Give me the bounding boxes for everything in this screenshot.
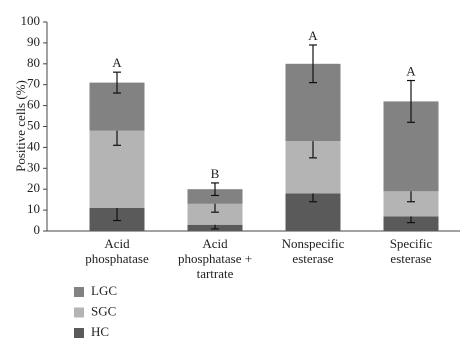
y-tick-label: 60 [27, 97, 40, 112]
error-bar [407, 79, 415, 123]
bar-segment [383, 216, 439, 231]
x-tick-label: Acid phosphatase + tartrate [178, 236, 252, 281]
y-tick-label: 10 [27, 201, 40, 216]
y-tick-label: 50 [27, 117, 40, 132]
y-axis-label: Positive cells (%) [13, 80, 28, 172]
y-tick-label: 20 [27, 180, 40, 195]
y-tick-label: 70 [27, 76, 40, 91]
legend-swatch [74, 307, 84, 318]
legend-swatch [74, 287, 84, 297]
significance-letter: A [112, 55, 122, 70]
legend-label: SGC [91, 303, 116, 318]
y-tick-label: 0 [34, 222, 41, 237]
x-tick-label: Specific esterase [390, 236, 433, 266]
legend-swatch [74, 328, 84, 338]
significance-letter: A [406, 64, 416, 79]
error-bar [309, 44, 317, 84]
y-tick-label: 100 [21, 13, 41, 28]
x-tick-label: Nonspecific esterase [282, 236, 345, 266]
x-tick-label: Acid phosphatase [85, 236, 149, 266]
y-tick-label: 40 [27, 138, 40, 153]
y-tick-label: 90 [27, 34, 40, 49]
error-bar [113, 71, 121, 94]
significance-letter: A [308, 28, 318, 43]
bar-segment [187, 203, 243, 225]
legend-label: HC [91, 324, 109, 339]
y-tick-label: 30 [27, 159, 40, 174]
bar-segment [187, 189, 243, 204]
significance-letter: B [211, 166, 220, 181]
legend-label: LGC [91, 283, 117, 298]
y-tick-label: 80 [27, 55, 40, 70]
error-bar [211, 182, 219, 197]
